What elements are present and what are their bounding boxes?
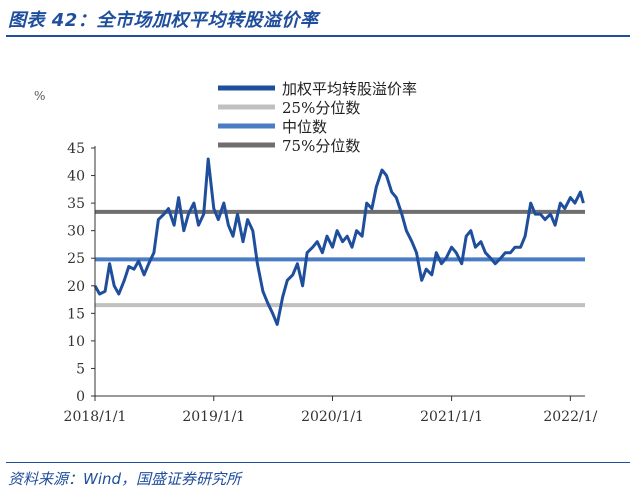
x-tick-label: 2021/1/1 bbox=[420, 409, 483, 425]
y-tick-label: 25 bbox=[67, 251, 85, 267]
y-tick-label: 45 bbox=[67, 141, 85, 157]
source-note: 资料来源：Wind，国盛证券研究所 bbox=[8, 470, 242, 488]
y-tick-label: 35 bbox=[67, 196, 85, 212]
header-divider bbox=[6, 35, 630, 37]
y-tick-label: 15 bbox=[67, 306, 85, 322]
y-tick-label: 5 bbox=[76, 361, 85, 377]
y-tick-label: 40 bbox=[67, 169, 85, 185]
premium-rate-line bbox=[93, 157, 585, 326]
legend-item-median-label: 中位数 bbox=[282, 118, 327, 136]
figure-header: 图表 42：全市场加权平均转股溢价率 bbox=[0, 0, 634, 38]
legend-item-p75-label: 75%分位数 bbox=[282, 137, 360, 155]
chart-area: 0 5 10 15 20 25 30 35 40 45% 2018/1/1 2019/1/1 2020/… bbox=[0, 40, 634, 460]
x-tick-label: 2018/1/1 bbox=[64, 409, 127, 425]
y-tick-label: 30 bbox=[67, 224, 85, 240]
y-tick-label: 10 bbox=[67, 334, 85, 350]
x-tick-label: 2020/1/1 bbox=[301, 409, 364, 425]
figure-title: 图表 42：全市场加权平均转股溢价率 bbox=[8, 10, 319, 31]
y-tick-label: 20 bbox=[67, 279, 85, 295]
x-tick-label: 2022/1/ bbox=[543, 409, 597, 425]
legend-item-p25-label: 25%分位数 bbox=[282, 99, 360, 117]
premium-rate-chart: 0 5 10 15 20 25 30 35 40 45% 2018/1/1 2019/1/1 2020/… bbox=[34, 80, 598, 425]
legend-item-premium-rate-label: 加权平均转股溢价率 bbox=[282, 80, 417, 98]
x-tick-label: 2019/1/1 bbox=[182, 409, 245, 425]
footer-divider bbox=[6, 462, 630, 463]
y-axis-unit: % bbox=[34, 89, 45, 103]
y-tick-label: 0 bbox=[76, 389, 85, 405]
